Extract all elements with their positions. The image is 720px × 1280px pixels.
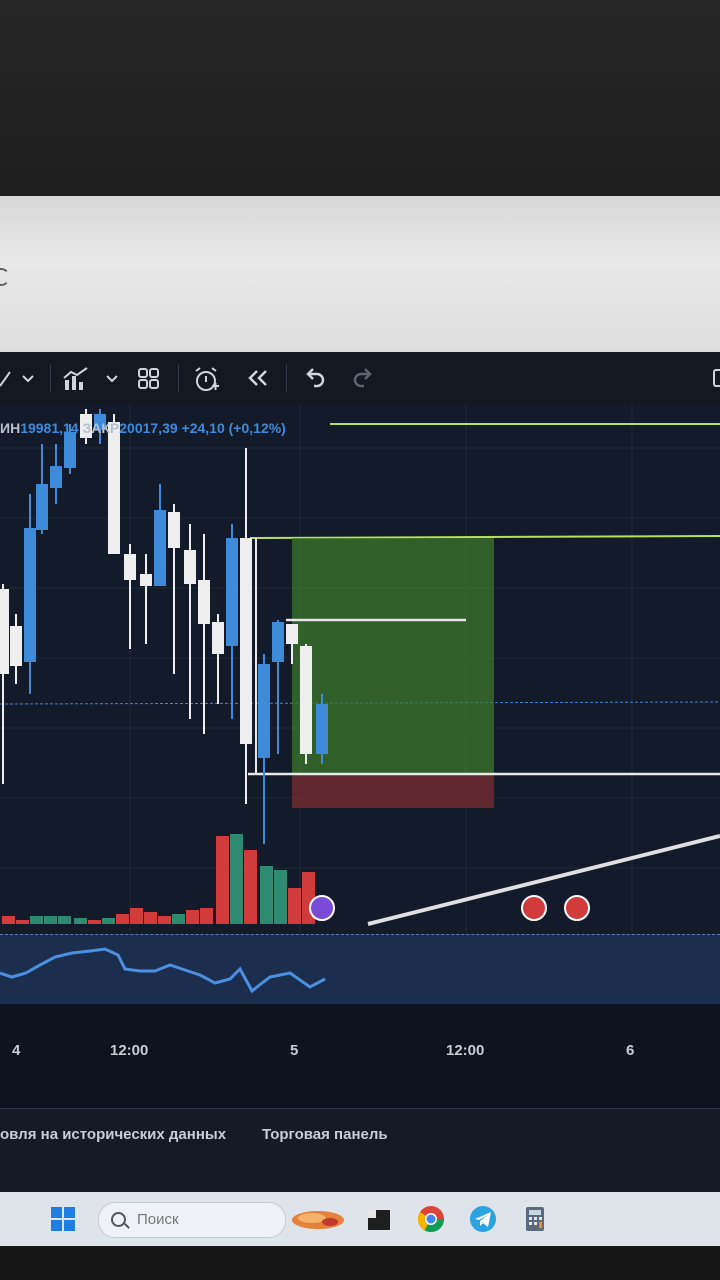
volume-bar	[2, 916, 15, 924]
volume-bar	[88, 920, 101, 924]
change-value: +24,10 (+0,12%)	[181, 420, 286, 436]
volume-bar	[216, 836, 229, 924]
toolbar-divider	[178, 364, 179, 392]
open-value: 19981,14	[20, 420, 79, 436]
undo-icon[interactable]	[300, 366, 328, 390]
candle-body	[64, 432, 76, 468]
volume-bar	[130, 908, 143, 924]
chart-toolbar	[0, 352, 720, 405]
screen-frame	[0, 1246, 720, 1280]
candle-body	[300, 646, 312, 754]
terminal-icon[interactable]	[364, 1204, 394, 1234]
volume-bar	[172, 914, 185, 924]
volume-bar	[158, 916, 171, 924]
volume-bar	[16, 920, 29, 924]
bottom-panel	[0, 1108, 720, 1193]
candle-body	[316, 704, 328, 754]
volume-bar	[288, 888, 301, 924]
layout-grid-icon[interactable]	[136, 366, 162, 390]
volume-bar	[58, 916, 71, 924]
toolbar-divider	[286, 364, 287, 392]
candle-body	[154, 510, 166, 586]
event-marker-icon	[521, 895, 547, 921]
redo-icon[interactable]	[350, 366, 378, 390]
candle-body	[124, 554, 136, 580]
search-icon	[111, 1212, 126, 1227]
candle-body	[286, 624, 298, 644]
chevron-down-icon[interactable]	[18, 366, 38, 390]
time-tick: 12:00	[446, 1042, 485, 1059]
candle-body	[50, 466, 62, 488]
browser-window-bar	[0, 196, 720, 356]
chevron-down-icon[interactable]	[102, 366, 122, 390]
time-tick: 4	[12, 1042, 21, 1059]
draw-line-icon[interactable]	[0, 366, 14, 390]
open-label: ИН	[0, 420, 21, 436]
tab-bar-replay[interactable]: овля на исторических данных	[0, 1126, 227, 1143]
event-marker-icon	[309, 895, 335, 921]
taskbar-search[interactable]: Поиск	[98, 1202, 286, 1238]
price-chart[interactable]	[0, 404, 720, 934]
volume-bar	[30, 916, 43, 924]
candle-body	[80, 414, 92, 438]
candle-body	[24, 528, 36, 662]
candle-body	[212, 622, 224, 654]
close-label: ЗАКР	[82, 420, 120, 436]
candle-body	[240, 538, 252, 744]
replay-icon[interactable]	[244, 366, 272, 390]
reload-icon[interactable]	[0, 268, 10, 286]
time-axis	[0, 1004, 720, 1108]
close-value: 20017,39	[119, 420, 178, 436]
candle-body	[94, 414, 106, 430]
volume-bar	[116, 914, 129, 924]
indicators-icon[interactable]	[62, 366, 92, 390]
volume-bar	[244, 850, 257, 924]
time-tick: 6	[626, 1042, 635, 1059]
volume-bar	[260, 866, 273, 924]
candle-body	[0, 589, 9, 674]
candle-body	[226, 538, 238, 646]
event-marker-icon	[564, 895, 590, 921]
volume-bar	[274, 870, 287, 924]
volume-bar	[102, 918, 115, 924]
widget-icon[interactable]	[290, 1204, 346, 1234]
oscillator-line	[0, 947, 326, 994]
toolbar-divider	[50, 364, 51, 392]
candle-body	[108, 422, 120, 554]
candle-body	[198, 580, 210, 624]
volume-bar	[144, 912, 157, 924]
oscillator-pane[interactable]	[0, 934, 720, 1006]
chart-canvas	[0, 404, 720, 934]
volume-bar	[200, 908, 213, 924]
volume-bar	[186, 910, 199, 924]
candle-body	[140, 574, 152, 586]
tab-trading-panel[interactable]: Торговая панель	[262, 1126, 388, 1143]
candle-body	[36, 484, 48, 530]
alert-icon[interactable]	[192, 366, 222, 391]
loss-zone	[292, 774, 494, 808]
monitor-bezel	[0, 0, 720, 200]
volume-bar	[74, 918, 87, 924]
price-level-line	[249, 535, 720, 539]
candle-body	[168, 512, 180, 548]
candle-body	[258, 664, 270, 758]
candle-body	[272, 622, 284, 662]
chrome-icon[interactable]	[416, 1204, 446, 1234]
time-tick: 12:00	[110, 1042, 149, 1059]
time-tick: 5	[290, 1042, 299, 1059]
candle-body	[10, 626, 22, 666]
telegram-icon[interactable]	[468, 1204, 498, 1234]
calculator-icon[interactable]	[520, 1204, 550, 1234]
windows-start-icon[interactable]	[48, 1204, 78, 1234]
candle-body	[184, 550, 196, 584]
ohlc-legend: ИН19981,14 ЗАКР20017,39 +24,10 (+0,12%)	[0, 420, 286, 436]
trend-line	[367, 834, 720, 926]
search-placeholder: Поиск	[137, 1211, 179, 1228]
panel-toggle-icon[interactable]	[712, 366, 720, 390]
volume-bar	[44, 916, 57, 924]
volume-bar	[230, 834, 243, 924]
